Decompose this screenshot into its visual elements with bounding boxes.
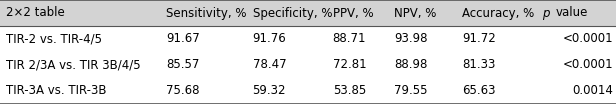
- Text: 75.68: 75.68: [166, 84, 200, 98]
- Text: 79.55: 79.55: [394, 84, 428, 98]
- Text: p: p: [542, 6, 552, 20]
- Text: value: value: [556, 6, 588, 20]
- Text: TIR-2 vs. TIR-4/5: TIR-2 vs. TIR-4/5: [6, 32, 102, 46]
- Text: Sensitivity, %: Sensitivity, %: [166, 6, 247, 20]
- Text: 93.98: 93.98: [394, 32, 428, 46]
- Text: 0.0014: 0.0014: [572, 84, 613, 98]
- Text: 91.72: 91.72: [462, 32, 496, 46]
- Text: PPV, %: PPV, %: [333, 6, 373, 20]
- Text: 65.63: 65.63: [462, 84, 495, 98]
- Bar: [0, 0, 616, 26]
- Text: NPV, %: NPV, %: [394, 6, 437, 20]
- Text: 85.57: 85.57: [166, 58, 200, 72]
- Text: 2×2 table: 2×2 table: [6, 6, 65, 20]
- Text: <0.0001: <0.0001: [562, 58, 613, 72]
- Bar: [0, 26, 616, 104]
- Text: 91.76: 91.76: [253, 32, 286, 46]
- Text: 91.67: 91.67: [166, 32, 200, 46]
- Text: 88.71: 88.71: [333, 32, 366, 46]
- Text: 81.33: 81.33: [462, 58, 495, 72]
- Text: 72.81: 72.81: [333, 58, 367, 72]
- Text: Accuracy, %: Accuracy, %: [462, 6, 534, 20]
- Text: 53.85: 53.85: [333, 84, 366, 98]
- Text: <0.0001: <0.0001: [562, 32, 613, 46]
- Text: 88.98: 88.98: [394, 58, 428, 72]
- Text: Specificity, %: Specificity, %: [253, 6, 332, 20]
- Text: TIR 2/3A vs. TIR 3B/4/5: TIR 2/3A vs. TIR 3B/4/5: [6, 58, 141, 72]
- Text: 78.47: 78.47: [253, 58, 286, 72]
- Text: TIR-3A vs. TIR-3B: TIR-3A vs. TIR-3B: [6, 84, 107, 98]
- Text: 59.32: 59.32: [253, 84, 286, 98]
